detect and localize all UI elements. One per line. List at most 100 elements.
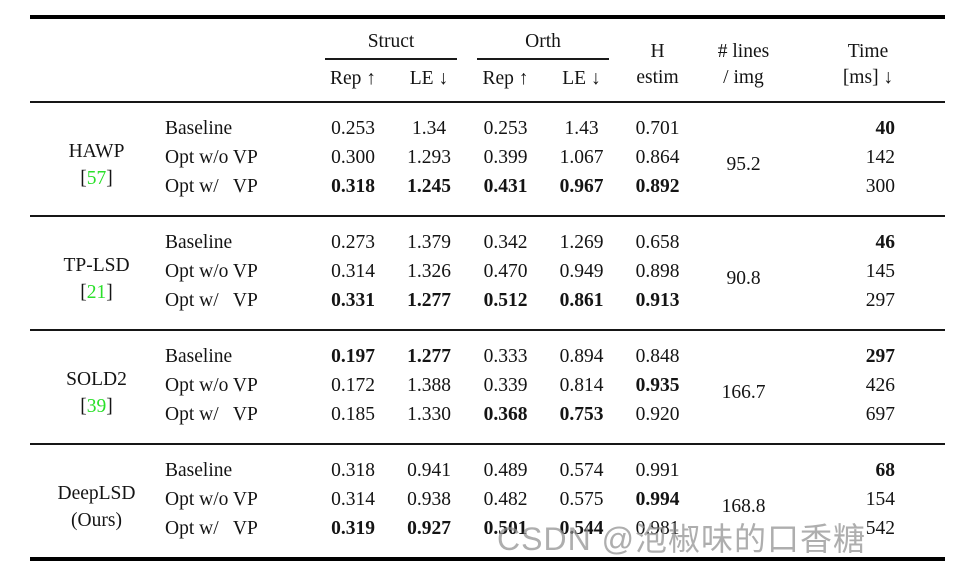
table-row: Opt w/o VP 0.172 1.388 0.339 0.814 0.935 426: [30, 371, 945, 400]
metric-cell-h-estim: 0.913: [635, 290, 680, 311]
table-row: TP-LSD [21] Baseline 0.273 1.379 0.342 1.269 0.…: [30, 216, 945, 303]
metric-cell-orth-le: 0.544: [559, 518, 604, 539]
metric-cell-struct-rep: 0.172: [331, 375, 375, 396]
variant-cell: Baseline: [165, 118, 233, 139]
metric-cell-struct-le: 1.388: [407, 375, 451, 396]
method-group: HAWP [57] Baseline 0.253 1.34 0.253 1.43 0.701 9…: [30, 102, 945, 216]
method-cell: SOLD2 [39]: [30, 330, 163, 444]
variant-cell: Opt w/ VP: [165, 404, 258, 425]
method-citation: [21]: [80, 281, 113, 303]
metric-cell-time: 542: [865, 518, 895, 539]
metric-cell-time: 426: [865, 375, 895, 396]
metric-cell-struct-le: 1.34: [411, 118, 447, 139]
metric-cell-orth-rep: 0.482: [483, 489, 528, 510]
metric-cell-orth-le: 1.067: [559, 147, 604, 168]
metric-cell-struct-rep: 0.253: [331, 118, 375, 139]
method-citation: [57]: [80, 167, 113, 189]
metric-cell-h-estim: 0.892: [635, 176, 680, 197]
citation-number: 21: [86, 281, 107, 303]
col-header-time: Time [ms] ↓: [791, 17, 945, 102]
metric-cell-h-estim: 0.848: [635, 346, 680, 367]
method-citation: [39]: [80, 395, 113, 417]
metric-cell-time: 297: [865, 290, 895, 311]
metric-cell-orth-rep: 0.342: [483, 232, 528, 253]
method-group: TP-LSD [21] Baseline 0.273 1.379 0.342 1.269 0.…: [30, 216, 945, 330]
table-row: Opt w/o VP 0.314 1.326 0.470 0.949 0.898 145: [30, 257, 945, 286]
metric-cell-struct-rep: 0.185: [331, 404, 375, 425]
variant-cell: Baseline: [165, 346, 233, 367]
metric-cell-orth-le: 0.894: [559, 346, 604, 367]
metric-cell-h-estim: 0.920: [635, 404, 680, 425]
table-row: Opt w/o VP 0.314 0.938 0.482 0.575 0.994 154: [30, 485, 945, 514]
method-name: TP-LSD: [63, 254, 130, 276]
col-group-struct: Struct: [315, 17, 467, 60]
metric-cell-orth-rep: 0.399: [483, 147, 528, 168]
variant-cell: Opt w/ VP: [165, 176, 258, 197]
metric-cell-h-estim: 0.864: [635, 147, 680, 168]
metric-cell-orth-rep: 0.431: [483, 176, 528, 197]
metric-cell-struct-le: 0.938: [407, 489, 451, 510]
metric-cell-struct-rep: 0.197: [331, 346, 375, 367]
metric-cell-h-estim: 0.701: [635, 118, 680, 139]
metric-cell-orth-rep: 0.333: [483, 346, 528, 367]
orth-group-label: Orth: [477, 29, 609, 60]
col-header-struct-rep: Rep ↑: [329, 68, 377, 89]
lines-per-img-cell: 166.7: [721, 382, 766, 403]
metric-cell-time: 142: [865, 147, 895, 168]
metric-cell-orth-le: 0.575: [559, 489, 604, 510]
metric-cell-orth-rep: 0.489: [483, 460, 528, 481]
table-header: Struct Orth H estim # lines / img Time […: [30, 17, 945, 102]
method-cell: DeepLSD (Ours): [30, 444, 163, 559]
metric-cell-h-estim: 0.991: [635, 460, 680, 481]
metric-cell-time: 40: [875, 118, 896, 139]
time-line2: [ms] ↓: [842, 67, 894, 88]
metric-cell-orth-le: 0.949: [559, 261, 604, 282]
metric-cell-struct-le: 1.326: [407, 261, 451, 282]
metric-cell-time: 297: [865, 346, 895, 367]
table-row: Opt w/ VP 0.331 1.277 0.512 0.861 0.913 297: [30, 286, 945, 330]
variant-cell: Baseline: [165, 460, 233, 481]
metric-cell-time: 68: [875, 460, 896, 481]
metric-cell-struct-rep: 0.318: [331, 460, 375, 481]
metric-cell-struct-le: 1.277: [407, 290, 451, 311]
time-line1: Time: [847, 41, 889, 62]
citation-number: 57: [86, 167, 107, 189]
col-header-orth-rep: Rep ↑: [482, 68, 529, 89]
lines-line2: / img: [723, 67, 764, 88]
lines-line1: # lines: [717, 41, 770, 62]
table-row: Opt w/ VP 0.318 1.245 0.431 0.967 0.892 300: [30, 172, 945, 216]
metric-cell-struct-le: 0.927: [407, 518, 451, 539]
method-name: HAWP: [68, 140, 125, 162]
corner-cell: [30, 17, 315, 102]
metric-cell-orth-rep: 0.470: [483, 261, 528, 282]
metric-cell-time: 145: [865, 261, 895, 282]
metric-cell-struct-rep: 0.300: [331, 147, 375, 168]
table-row: Opt w/ VP 0.185 1.330 0.368 0.753 0.920 697: [30, 400, 945, 444]
metric-cell-h-estim: 0.658: [635, 232, 680, 253]
variant-cell: Opt w/o VP: [165, 489, 258, 510]
metric-cell-struct-le: 1.330: [407, 404, 451, 425]
table-row: DeepLSD (Ours) Baseline 0.318 0.941 0.489 0.57…: [30, 444, 945, 531]
h-estim-line1: H: [650, 41, 665, 62]
metric-cell-orth-le: 1.269: [559, 232, 604, 253]
method-cell: HAWP [57]: [30, 102, 163, 216]
variant-cell: Opt w/ VP: [165, 290, 258, 311]
citation-number: 39: [86, 395, 107, 417]
method-subtitle: (Ours): [71, 509, 122, 531]
metric-cell-struct-rep: 0.318: [331, 176, 375, 197]
metric-cell-orth-rep: 0.253: [483, 118, 528, 139]
method-group: DeepLSD (Ours) Baseline 0.318 0.941 0.489 0.57…: [30, 444, 945, 559]
metric-cell-struct-le: 1.277: [407, 346, 451, 367]
col-header-h-estim: H estim: [619, 17, 696, 102]
table-row: Opt w/ VP 0.319 0.927 0.501 0.544 0.981 542: [30, 514, 945, 559]
metric-cell-h-estim: 0.994: [635, 489, 680, 510]
table-row: HAWP [57] Baseline 0.253 1.34 0.253 1.43 0.701 9…: [30, 102, 945, 189]
metric-cell-time: 154: [865, 489, 895, 510]
metric-cell-struct-rep: 0.314: [331, 261, 375, 282]
variant-cell: Opt w/o VP: [165, 147, 258, 168]
metric-cell-orth-rep: 0.368: [483, 404, 528, 425]
metric-cell-orth-rep: 0.512: [483, 290, 528, 311]
variant-cell: Opt w/ VP: [165, 518, 258, 539]
metric-cell-orth-le: 0.861: [559, 290, 604, 311]
metric-cell-orth-le: 0.814: [559, 375, 604, 396]
